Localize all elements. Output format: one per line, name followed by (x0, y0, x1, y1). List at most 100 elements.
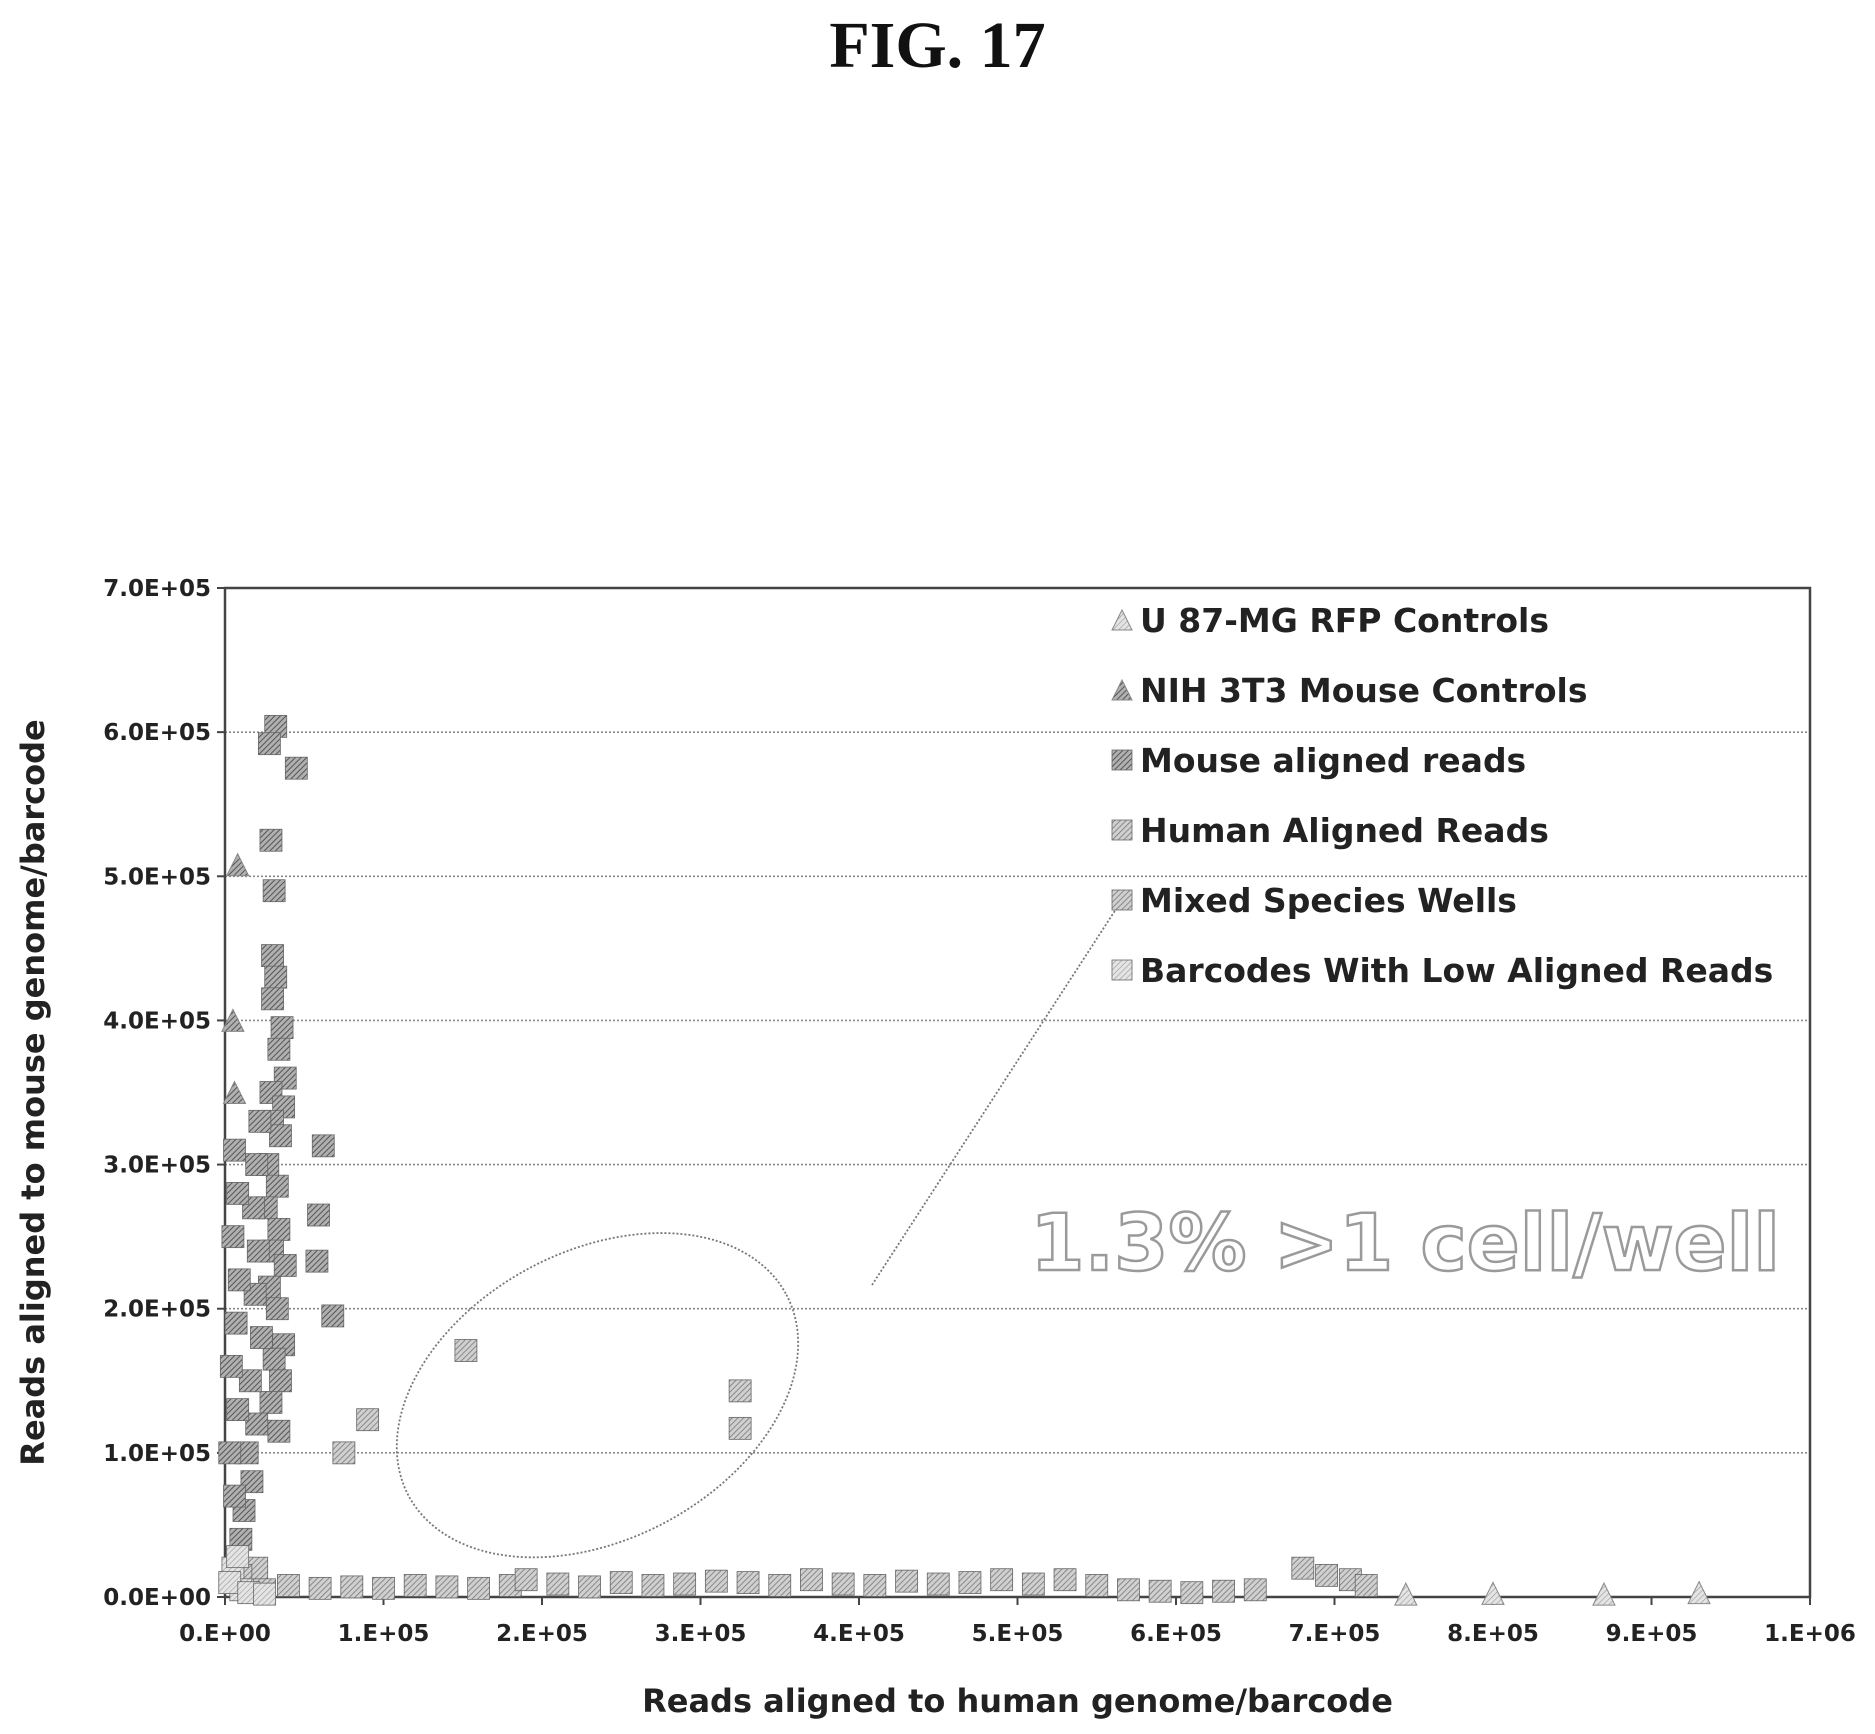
data-point (546, 1572, 570, 1596)
data-point (311, 1134, 335, 1158)
series-u-87-mg-rfp-controls (1394, 1580, 1711, 1606)
data-point (222, 1080, 247, 1104)
data-point (257, 732, 281, 756)
data-point (1021, 1572, 1045, 1596)
multiplet-rate-annotation: 1.3% >1 cell/well (1030, 1199, 1780, 1289)
data-point (224, 1311, 248, 1335)
legend-item: Mixed Species Wells (1111, 881, 1517, 920)
data-point (307, 1203, 330, 1227)
square-marker-icon (1111, 889, 1133, 911)
data-point (218, 1441, 242, 1465)
data-point (1354, 1574, 1378, 1597)
data-point (219, 1354, 243, 1378)
y-tick-label: 7.0E+05 (103, 576, 211, 602)
y-tick-label: 6.0E+05 (103, 720, 211, 746)
data-point (454, 1339, 478, 1362)
data-point (1148, 1579, 1172, 1603)
x-tick-label: 3.E+05 (655, 1621, 747, 1647)
data-point (1053, 1568, 1077, 1592)
data-point (1592, 1581, 1616, 1606)
data-point (267, 1218, 291, 1241)
data-point (265, 1174, 289, 1198)
data-point (340, 1575, 364, 1599)
data-point (225, 852, 250, 877)
data-point (321, 1304, 345, 1328)
data-point (259, 828, 283, 852)
data-point (1180, 1581, 1204, 1605)
data-point (238, 1369, 262, 1393)
data-point (736, 1571, 760, 1594)
data-point (356, 1408, 380, 1432)
y-axis-title: Reads aligned to mouse genome/barcode (14, 719, 52, 1465)
data-point (261, 944, 284, 967)
square-marker-icon (1111, 819, 1133, 841)
series-barcodes-with-low-aligned-reads (218, 1545, 277, 1606)
data-point (259, 1391, 283, 1414)
data-point (264, 965, 288, 989)
legend-item: Human Aligned Reads (1111, 811, 1549, 850)
data-point (1243, 1578, 1267, 1602)
data-point (261, 987, 284, 1011)
x-tick-label: 7.E+05 (1289, 1621, 1381, 1647)
data-point (240, 1470, 264, 1494)
legend-leader-line (871, 905, 1119, 1286)
data-point (990, 1568, 1014, 1592)
data-point (704, 1569, 728, 1593)
data-point (800, 1568, 823, 1592)
legend-label: Human Aligned Reads (1140, 811, 1549, 850)
x-tick-label: 6.E+05 (1130, 1621, 1222, 1647)
legend-item: Mouse aligned reads (1111, 741, 1526, 780)
data-point (267, 1037, 291, 1061)
series-nih-3t3-mouse-controls (221, 852, 250, 1104)
data-point (223, 1484, 246, 1508)
data-point (673, 1572, 697, 1596)
square-marker-icon (1111, 749, 1133, 771)
data-point (728, 1379, 752, 1403)
data-point (831, 1572, 855, 1596)
data-point (1085, 1574, 1109, 1597)
data-point (226, 1182, 250, 1205)
data-point (250, 1326, 273, 1349)
data-point (226, 1398, 250, 1422)
y-axis: 0.0E+00 1.0E+05 2.0E+05 3.0E+05 4.0E+05 5.0E+… (103, 576, 225, 1611)
data-point (245, 1412, 269, 1436)
data-point (248, 1109, 272, 1133)
data-point (728, 1416, 752, 1440)
legend-item: U 87-MG RFP Controls (1111, 601, 1549, 640)
series-human-aligned-reads (229, 1556, 1378, 1605)
legend-label: NIH 3T3 Mouse Controls (1140, 671, 1588, 710)
data-point (609, 1571, 633, 1594)
legend-label: Mixed Species Wells (1140, 881, 1517, 920)
data-point (246, 1239, 270, 1263)
data-point (1315, 1563, 1338, 1587)
data-point (265, 1297, 289, 1321)
x-tick-label: 1.E+06 (1764, 1621, 1856, 1647)
data-point (1117, 1578, 1140, 1602)
data-point (245, 1153, 269, 1176)
gridlines (225, 731, 1810, 1454)
x-tick-label: 8.E+05 (1447, 1621, 1539, 1647)
x-tick-label: 1.E+05 (338, 1621, 430, 1647)
data-point (514, 1568, 538, 1592)
triangle-marker-icon (1111, 678, 1133, 701)
square-marker-icon (1111, 959, 1133, 981)
legend-label: Mouse aligned reads (1140, 741, 1526, 780)
x-tick-label: 5.E+05 (972, 1621, 1064, 1647)
data-point (308, 1576, 332, 1600)
data-point (226, 1545, 250, 1569)
y-tick-label: 0.0E+00 (103, 1585, 211, 1611)
data-point (926, 1572, 950, 1596)
legend-item: NIH 3T3 Mouse Controls (1111, 671, 1588, 710)
x-tick-label: 0.E+00 (179, 1621, 271, 1647)
data-points (218, 714, 1711, 1606)
data-point (262, 1347, 286, 1371)
data-point (284, 756, 308, 780)
data-point (1212, 1579, 1235, 1603)
data-point (958, 1571, 982, 1594)
figure-label: FIG. 17 (829, 9, 1046, 82)
legend-item: Barcodes With Low Aligned Reads (1111, 951, 1773, 990)
data-point (1291, 1556, 1315, 1580)
data-point (332, 1441, 356, 1465)
data-point (267, 1419, 291, 1443)
